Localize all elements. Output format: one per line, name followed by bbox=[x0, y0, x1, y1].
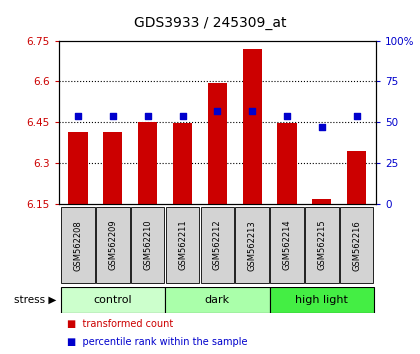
Text: ■  transformed count: ■ transformed count bbox=[67, 319, 173, 329]
Bar bbox=[278, 124, 297, 204]
Text: ■  percentile rank within the sample: ■ percentile rank within the sample bbox=[67, 337, 248, 347]
Point bbox=[318, 124, 325, 130]
Text: high light: high light bbox=[295, 295, 348, 305]
Text: GSM562210: GSM562210 bbox=[143, 220, 152, 270]
Text: GSM562212: GSM562212 bbox=[213, 220, 222, 270]
Bar bbox=[96, 207, 129, 283]
Bar bbox=[166, 207, 199, 283]
Bar bbox=[340, 207, 373, 283]
Bar bbox=[173, 124, 192, 204]
Bar bbox=[60, 287, 165, 313]
Bar bbox=[208, 83, 227, 204]
Bar bbox=[103, 132, 122, 204]
Text: GSM562215: GSM562215 bbox=[318, 220, 326, 270]
Text: GSM562214: GSM562214 bbox=[283, 220, 291, 270]
Bar bbox=[347, 151, 366, 204]
Text: GSM562208: GSM562208 bbox=[74, 220, 82, 270]
Text: dark: dark bbox=[205, 295, 230, 305]
Text: GSM562209: GSM562209 bbox=[108, 220, 117, 270]
Point bbox=[353, 113, 360, 119]
Text: GDS3933 / 245309_at: GDS3933 / 245309_at bbox=[134, 16, 286, 30]
Point bbox=[179, 113, 186, 119]
Bar bbox=[305, 207, 339, 283]
Point bbox=[249, 108, 255, 114]
Bar bbox=[236, 207, 269, 283]
Bar bbox=[138, 122, 157, 204]
Point bbox=[144, 113, 151, 119]
Bar bbox=[243, 49, 262, 204]
Bar bbox=[270, 207, 304, 283]
Bar bbox=[312, 200, 331, 204]
Bar bbox=[165, 287, 270, 313]
Text: GSM562213: GSM562213 bbox=[248, 220, 257, 270]
Bar bbox=[68, 132, 87, 204]
Text: GSM562211: GSM562211 bbox=[178, 220, 187, 270]
Bar bbox=[131, 207, 164, 283]
Point bbox=[284, 113, 290, 119]
Point bbox=[110, 113, 116, 119]
Bar bbox=[270, 287, 374, 313]
Bar bbox=[61, 207, 94, 283]
Text: control: control bbox=[94, 295, 132, 305]
Point bbox=[75, 113, 81, 119]
Bar bbox=[201, 207, 234, 283]
Text: stress ▶: stress ▶ bbox=[14, 295, 57, 305]
Point bbox=[214, 108, 221, 114]
Text: GSM562216: GSM562216 bbox=[352, 220, 361, 270]
